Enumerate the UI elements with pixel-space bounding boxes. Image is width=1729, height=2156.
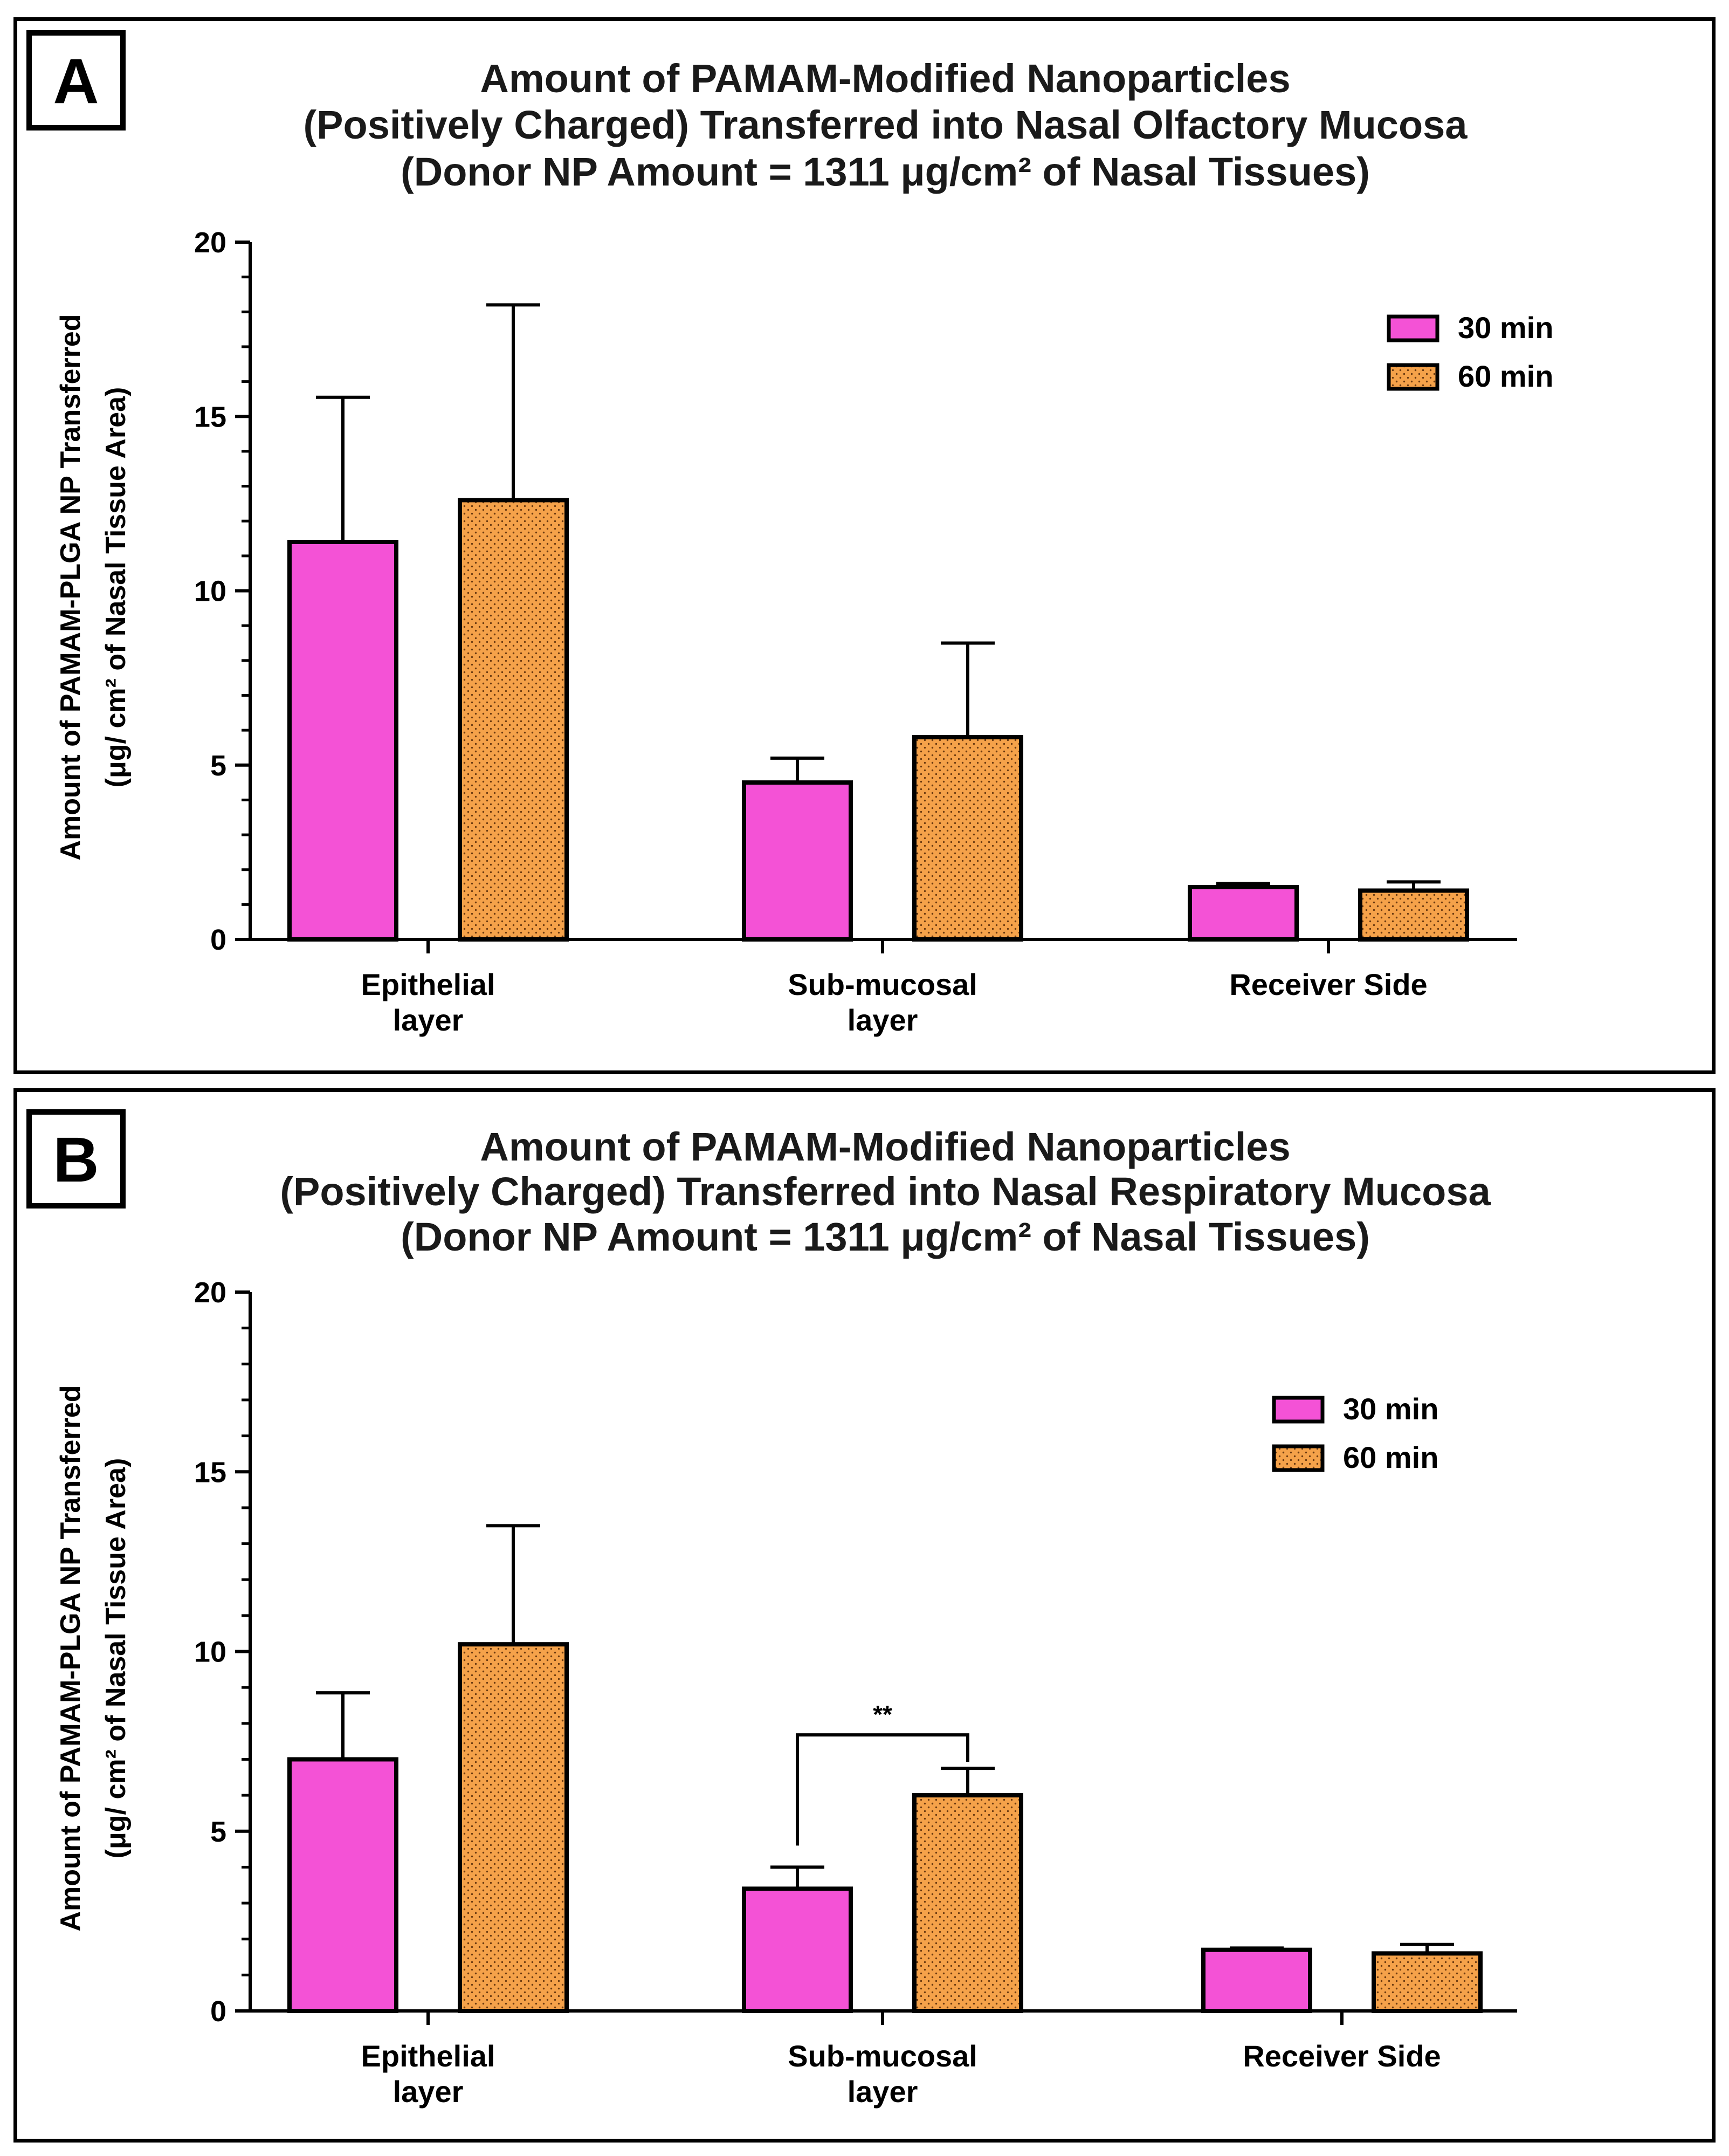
y-tick-label: 20 bbox=[194, 1276, 226, 1309]
y-axis-label: Amount of PAMAM-PLGA NP Transferred bbox=[55, 1385, 86, 1931]
x-category-label: layer bbox=[848, 2075, 918, 2109]
legend-label: 60 min bbox=[1458, 359, 1553, 393]
x-category-label: Receiver Side bbox=[1229, 967, 1427, 1001]
y-tick-label: 10 bbox=[194, 1636, 226, 1669]
x-category-label: layer bbox=[848, 1003, 918, 1037]
x-category-label: Receiver Side bbox=[1243, 2039, 1441, 2073]
chart-title-line: (Positively Charged) Transferred into Na… bbox=[304, 102, 1468, 147]
y-tick-label: 0 bbox=[210, 1995, 226, 2028]
bar-60min bbox=[458, 498, 569, 942]
legend-swatch bbox=[1387, 314, 1439, 342]
legend-label: 30 min bbox=[1343, 1392, 1438, 1426]
chart-title-line: Amount of PAMAM-Modified Nanoparticles bbox=[480, 56, 1290, 101]
y-tick-label: 15 bbox=[194, 401, 226, 433]
y-axis-label: (μg/ cm² of Nasal Tissue Area) bbox=[100, 1458, 132, 1859]
bar-60min bbox=[1358, 888, 1469, 942]
x-category-label: Sub-mucosal bbox=[788, 967, 977, 1001]
bar-30min bbox=[1188, 885, 1299, 942]
significance-bracket bbox=[796, 1733, 969, 1846]
legend-swatch bbox=[1272, 1444, 1325, 1472]
x-category-label: layer bbox=[393, 2075, 464, 2109]
panel-letter: A bbox=[53, 46, 99, 117]
y-tick-label: 5 bbox=[210, 1816, 226, 1848]
panel-letter-box bbox=[26, 1109, 126, 1209]
chart-title-line: (Donor NP Amount = 1311 μg/cm² of Nasal … bbox=[401, 1214, 1370, 1259]
legend-label: 30 min bbox=[1458, 311, 1553, 345]
y-tick-label: 20 bbox=[194, 226, 226, 259]
x-category-label: layer bbox=[393, 1003, 464, 1037]
chart-a-svg: A Amount of PAMAM-Modified Nanoparticles(… bbox=[26, 30, 1553, 1037]
bar-60min bbox=[458, 1642, 569, 2014]
panel-letter: B bbox=[53, 1124, 99, 1196]
x-category-label: Sub-mucosal bbox=[788, 2039, 977, 2073]
chart-panel-b: B Amount of PAMAM-Modified Nanoparticles(… bbox=[13, 1088, 1716, 2143]
chart-title-line: Amount of PAMAM-Modified Nanoparticles bbox=[480, 1124, 1290, 1169]
chart-panel-a: A Amount of PAMAM-Modified Nanoparticles(… bbox=[13, 17, 1716, 1074]
legend-swatch bbox=[1272, 1396, 1325, 1424]
significance-label: ** bbox=[873, 1700, 892, 1728]
chart-title-line: (Donor NP Amount = 1311 μg/cm² of Nasal … bbox=[401, 149, 1370, 194]
bar-30min bbox=[287, 539, 398, 942]
x-category-label: Epithelial bbox=[361, 2039, 495, 2073]
chart-b-svg: B Amount of PAMAM-Modified Nanoparticles(… bbox=[26, 1109, 1517, 2109]
y-tick-label: 15 bbox=[194, 1456, 226, 1488]
x-category-label: Epithelial bbox=[361, 967, 495, 1001]
bar-30min bbox=[1201, 1947, 1312, 2013]
bar-60min bbox=[1372, 1951, 1483, 2013]
legend-label: 60 min bbox=[1343, 1440, 1438, 1474]
y-tick-label: 10 bbox=[194, 575, 226, 608]
bar-30min bbox=[287, 1757, 398, 2013]
y-tick-label: 5 bbox=[210, 750, 226, 782]
y-axis-label: Amount of PAMAM-PLGA NP Transferred bbox=[55, 314, 86, 860]
chart-title-line: (Positively Charged) Transferred into Na… bbox=[280, 1169, 1491, 1214]
bar-60min bbox=[912, 735, 1023, 942]
y-tick-label: 0 bbox=[210, 924, 226, 956]
legend-swatch bbox=[1387, 363, 1439, 391]
panel-letter-box bbox=[26, 30, 126, 131]
bar-60min bbox=[912, 1793, 1023, 2013]
bar-30min bbox=[742, 1886, 853, 2014]
bar-30min bbox=[742, 780, 853, 942]
y-axis-label: (μg/ cm² of Nasal Tissue Area) bbox=[100, 387, 132, 788]
